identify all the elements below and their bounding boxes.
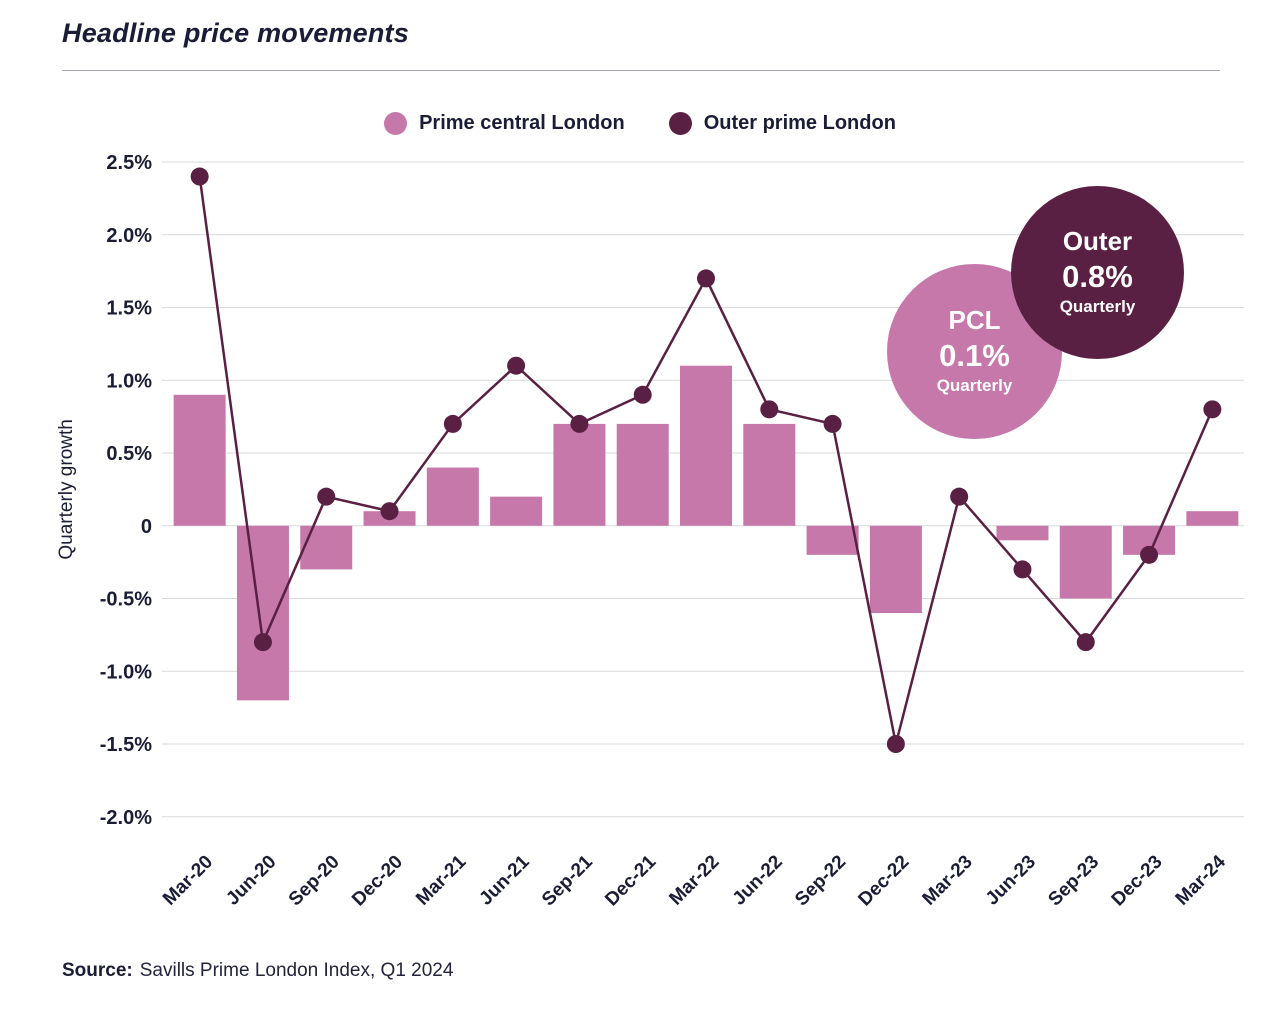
x-tick-label: Dec-21 [601,851,660,910]
y-tick-label: 0 [141,516,152,538]
line-marker [380,502,399,521]
outer-line-markers [190,167,1222,753]
bar [806,525,859,555]
line-marker [633,385,652,404]
outer-annotation-bubble: Outer 0.8% Quarterly [1011,186,1184,359]
line-marker [1203,400,1222,419]
line-marker [1140,545,1159,564]
x-tick-label: Sep-22 [791,851,850,910]
page-title: Headline price movements [62,18,409,48]
x-tick-label: Mar-20 [159,851,217,909]
bar [869,525,922,614]
pcl-bubble-title: PCL [948,305,1001,336]
pcl-bubble-value: 0.1% [939,337,1010,373]
x-tick-label: Jun-23 [982,851,1040,909]
line-marker [190,167,209,186]
x-tick-label: Mar-21 [412,851,470,909]
bar [553,423,606,526]
y-tick-label: -1.5% [100,734,152,756]
legend-swatch-pcl-icon [384,112,408,135]
x-tick-label: Jun-21 [475,851,533,909]
chart-legend: Prime central London Outer prime London [0,112,1280,135]
legend-label-outer: Outer prime London [703,112,896,134]
source-text: Savills Prime London Index, Q1 2024 [139,960,454,981]
outer-bubble-title: Outer [1062,226,1133,257]
outer-bubble-value: 0.8% [1062,258,1133,294]
x-tick-label: Jun-22 [729,851,787,909]
y-tick-label: 2.5% [106,152,152,174]
legend-label-pcl: Prime central London [419,112,625,134]
bar [173,394,226,526]
bar [1186,511,1239,526]
bar [426,467,479,526]
bar [616,423,669,526]
x-tick-label: Sep-23 [1044,851,1103,910]
line-marker [317,487,336,506]
bar [236,525,289,701]
outer-bubble-sub: Quarterly [1059,297,1136,317]
y-axis-title: Quarterly growth [56,419,77,559]
bar [490,496,543,526]
pcl-bubble-sub: Quarterly [936,376,1013,396]
x-tick-label: Mar-23 [919,851,977,909]
y-tick-label: -0.5% [100,589,152,611]
legend-swatch-outer-icon [668,112,692,135]
x-axis-labels: Mar-20 Jun-20 Sep-20 Dec-20 Mar-21 Jun-21 Sep-… [159,851,1230,910]
pcl-bars [173,365,1239,701]
legend-item-outer: Outer prime London [668,112,896,135]
x-tick-label: Sep-20 [285,851,344,910]
line-marker [697,269,715,288]
y-tick-label: -2.0% [100,807,152,829]
y-tick-label: 1.5% [106,298,152,320]
y-tick-label: 2.0% [106,225,152,247]
line-marker [507,356,526,375]
bar [1059,525,1112,599]
line-marker [950,487,969,506]
x-tick-label: Mar-22 [665,851,723,909]
line-marker [570,414,589,433]
quarterly-growth-chart: 2.5% 2.0% 1.5% 1.0% 0.5% 0 -0.5% -1.0% -1.5% -2.0… [56,152,1244,910]
x-tick-label: Jun-20 [222,851,280,909]
line-marker [823,414,842,433]
line-marker [443,414,462,433]
line-marker [253,633,272,652]
bar [996,525,1049,541]
line-marker [1076,633,1095,652]
y-tick-label: 0.5% [106,443,152,465]
line-marker [886,735,905,753]
title-divider [62,70,1220,71]
x-tick-label: Dec-20 [348,851,407,910]
line-marker [1013,560,1032,579]
bar [300,525,353,570]
legend-item-pcl: Prime central London [384,112,625,135]
source-note: Source: Savills Prime London Index, Q1 20… [62,960,453,982]
x-tick-label: Sep-21 [538,851,597,910]
y-tick-label: 1.0% [106,370,152,392]
x-tick-label: Dec-22 [854,851,913,910]
x-tick-label: Dec-23 [1108,851,1167,910]
y-axis-tick-labels: 2.5% 2.0% 1.5% 1.0% 0.5% 0 -0.5% -1.0% -1.5% -2.0… [100,152,152,829]
x-tick-label: Mar-24 [1172,851,1230,909]
y-tick-label: -1.0% [100,661,152,683]
bar [743,423,796,526]
source-label: Source: [62,960,133,981]
bar [680,365,732,526]
line-marker [760,400,779,419]
